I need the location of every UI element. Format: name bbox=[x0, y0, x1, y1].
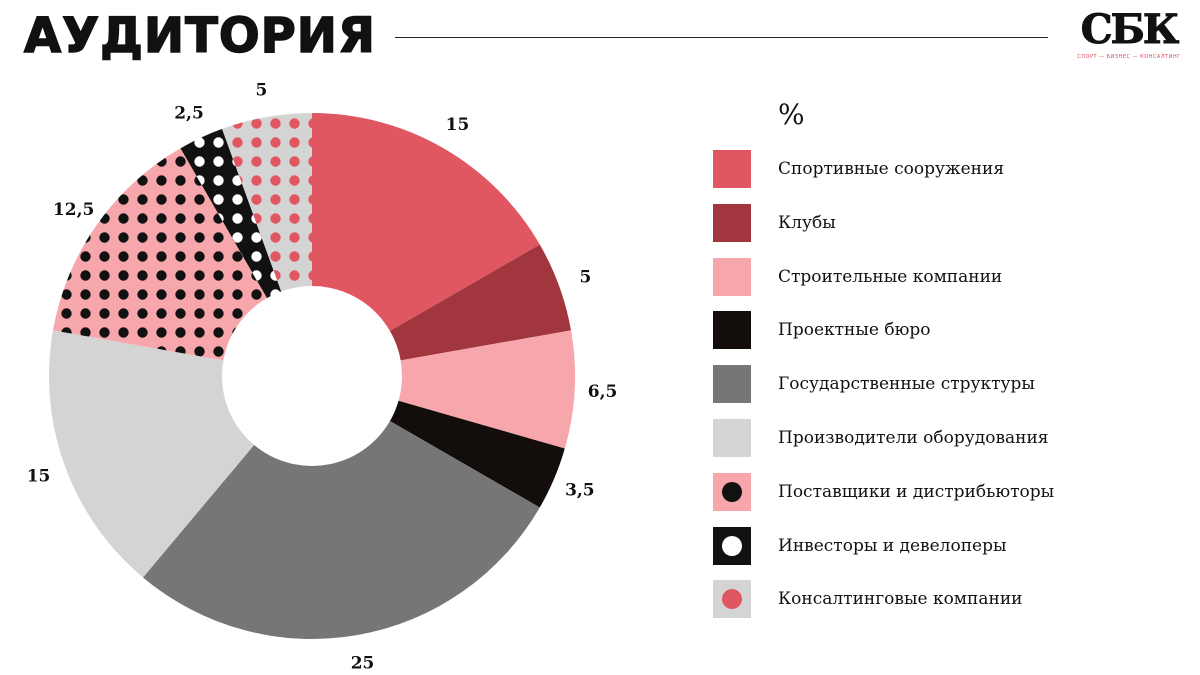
legend-item-6: Производители оборудования bbox=[713, 419, 1183, 457]
legend-swatch-5 bbox=[713, 365, 751, 404]
legend-item-1: Спортивные сооружения bbox=[713, 150, 1183, 188]
unit-label: % bbox=[778, 98, 805, 131]
legend-swatch-dot-icon bbox=[722, 481, 742, 502]
legend-swatch-dot-icon bbox=[722, 535, 742, 556]
legend-label-8: Инвесторы и девелоперы bbox=[778, 535, 1007, 556]
logo-tagline: СПОРТ — БИЗНЕС — КОНСАЛТИНГ bbox=[1077, 54, 1181, 60]
audience-donut-chart: 15 5 6,5 3,5 25 15 12,5 2,5 5 bbox=[27, 80, 618, 673]
legend-swatch-9 bbox=[713, 580, 751, 619]
legend-swatch-2 bbox=[713, 203, 751, 242]
value-label-6: 15 bbox=[27, 467, 51, 487]
pie-slice-3 bbox=[312, 330, 575, 449]
legend-item-7: Поставщики и дистрибьюторы bbox=[713, 472, 1183, 511]
legend-label-3: Строительные компании bbox=[778, 266, 1003, 287]
pie-slice-5 bbox=[142, 376, 540, 639]
legend-label-4: Проектные бюро bbox=[778, 320, 931, 341]
header-divider bbox=[395, 37, 1048, 38]
legend-item-8: Инвесторы и девелоперы bbox=[713, 526, 1183, 565]
legend-swatch-1 bbox=[713, 150, 751, 188]
donut-hole bbox=[222, 286, 402, 466]
legend-label-7: Поставщики и дистрибьюторы bbox=[778, 481, 1055, 502]
value-label-3: 6,5 bbox=[588, 382, 618, 402]
legend-swatch-dot-icon bbox=[722, 589, 742, 610]
value-label-9: 5 bbox=[256, 80, 268, 100]
legend-swatch-4 bbox=[713, 311, 751, 350]
value-label-5: 25 bbox=[351, 654, 375, 674]
legend-item-2: Клубы bbox=[713, 203, 1183, 242]
legend-swatch-8 bbox=[713, 526, 751, 565]
legend-label-1: Спортивные сооружения bbox=[778, 159, 1005, 179]
logo-wordmark: СБК bbox=[1080, 6, 1179, 53]
pie-value-labels: 15 5 6,5 3,5 25 15 12,5 2,5 5 bbox=[27, 80, 618, 673]
value-label-8: 2,5 bbox=[174, 103, 204, 123]
legend-item-5: Государственные структуры bbox=[713, 365, 1183, 404]
legend-item-9: Консалтинговые компании bbox=[713, 580, 1183, 619]
legend-label-9: Консалтинговые компании bbox=[778, 589, 1023, 610]
page-title: АУДИТОРИЯ bbox=[23, 7, 376, 65]
legend-label-2: Клубы bbox=[778, 212, 836, 233]
value-label-1: 15 bbox=[446, 115, 470, 135]
value-label-4: 3,5 bbox=[565, 481, 595, 501]
legend-item-4: Проектные бюро bbox=[713, 311, 1183, 350]
legend-swatch-6 bbox=[713, 419, 751, 457]
legend-item-3: Строительные компании bbox=[713, 257, 1183, 296]
legend-label-5: Государственные структуры bbox=[778, 374, 1035, 395]
value-label-7: 12,5 bbox=[53, 200, 94, 220]
legend-swatch-7 bbox=[713, 472, 751, 511]
value-label-2: 5 bbox=[580, 267, 592, 287]
legend-label-6: Производители оборудования bbox=[778, 428, 1049, 448]
company-logo: СБК СПОРТ — БИЗНЕС — КОНСАЛТИНГ bbox=[1068, 6, 1190, 64]
legend-swatch-3 bbox=[713, 257, 751, 296]
